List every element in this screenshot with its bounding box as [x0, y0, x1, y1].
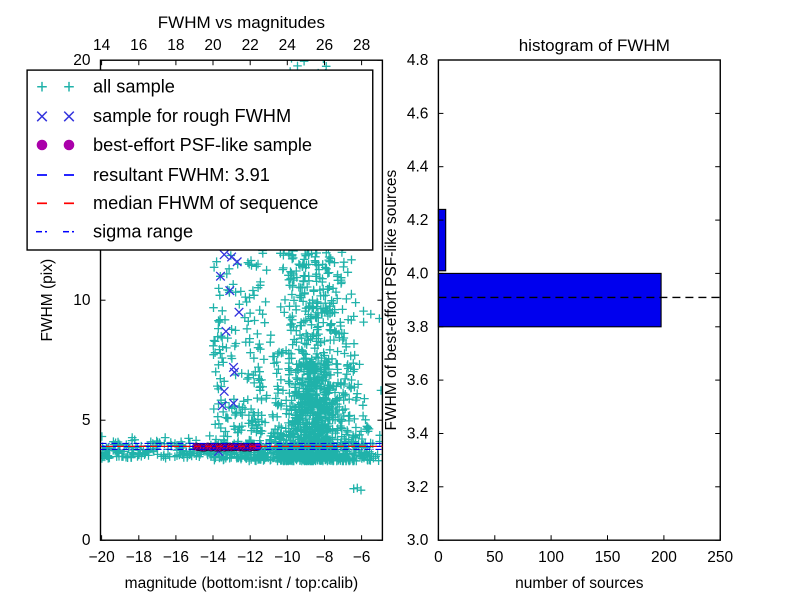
svg-text:4.2: 4.2: [407, 212, 429, 229]
svg-text:−20: −20: [88, 549, 115, 566]
svg-text:−6: −6: [353, 549, 371, 566]
svg-text:150: 150: [595, 549, 621, 566]
svg-text:5: 5: [82, 412, 91, 429]
svg-text:FWHM (pix): FWHM (pix): [39, 259, 56, 342]
svg-text:24: 24: [279, 37, 297, 54]
svg-text:−14: −14: [200, 549, 227, 566]
svg-text:sample for rough FWHM: sample for rough FWHM: [93, 106, 291, 126]
svg-text:100: 100: [538, 549, 564, 566]
svg-text:250: 250: [707, 549, 733, 566]
svg-text:−10: −10: [274, 549, 301, 566]
svg-text:0: 0: [82, 532, 91, 549]
svg-text:26: 26: [316, 37, 333, 54]
svg-text:4.0: 4.0: [407, 265, 429, 282]
svg-text:FWHM vs magnitudes: FWHM vs magnitudes: [158, 13, 325, 32]
svg-text:14: 14: [93, 37, 111, 54]
svg-text:16: 16: [130, 37, 147, 54]
svg-text:4.6: 4.6: [407, 105, 429, 122]
svg-text:20: 20: [204, 37, 222, 54]
svg-text:0: 0: [434, 549, 443, 566]
svg-text:3.6: 3.6: [407, 372, 429, 389]
svg-text:4.4: 4.4: [407, 159, 429, 176]
svg-text:3.8: 3.8: [407, 319, 429, 336]
svg-text:histogram of FWHM: histogram of FWHM: [519, 36, 670, 55]
svg-text:10: 10: [73, 292, 91, 309]
svg-text:−18: −18: [126, 549, 152, 566]
svg-text:200: 200: [651, 549, 677, 566]
svg-text:−12: −12: [237, 549, 263, 566]
svg-text:FWHM of best-effort PSF-like s: FWHM of best-effort PSF-like sources: [383, 170, 400, 431]
svg-text:28: 28: [353, 37, 370, 54]
svg-text:−8: −8: [316, 549, 334, 566]
svg-text:50: 50: [486, 549, 504, 566]
svg-text:3.4: 3.4: [407, 426, 429, 443]
svg-text:magnitude (bottom:isnt / top:c: magnitude (bottom:isnt / top:calib): [125, 575, 358, 592]
svg-text:all sample: all sample: [93, 77, 175, 97]
svg-text:median FHWM of sequence: median FHWM of sequence: [93, 193, 318, 213]
svg-text:20: 20: [73, 52, 91, 69]
svg-text:3.2: 3.2: [407, 479, 429, 496]
svg-text:22: 22: [242, 37, 259, 54]
svg-text:4.8: 4.8: [407, 52, 429, 69]
svg-text:−16: −16: [163, 549, 189, 566]
svg-text:3.0: 3.0: [407, 532, 429, 549]
svg-text:sigma range: sigma range: [93, 222, 193, 242]
svg-text:best-effort PSF-like sample: best-effort PSF-like sample: [93, 135, 312, 155]
svg-text:resultant FWHM: 3.91: resultant FWHM: 3.91: [93, 165, 270, 185]
svg-text:18: 18: [167, 37, 184, 54]
svg-text:number of sources: number of sources: [515, 575, 644, 592]
